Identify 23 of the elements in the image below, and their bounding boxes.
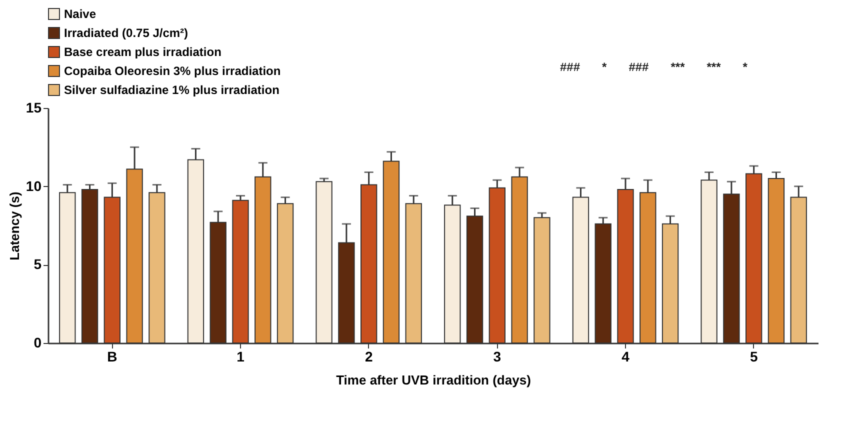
legend-label: Irradiated (0.75 J/cm²) bbox=[64, 26, 188, 40]
y-tick-label: 5 bbox=[34, 256, 42, 272]
text: ### bbox=[560, 60, 580, 74]
text: *** bbox=[706, 60, 721, 74]
x-tick-label: 3 bbox=[493, 348, 502, 364]
text: * bbox=[742, 60, 748, 74]
legend-label: Base cream plus irradiation bbox=[64, 45, 222, 59]
x-axis-title: Time after UVB irradition (days) bbox=[336, 372, 531, 388]
x-tick-label: 2 bbox=[364, 348, 373, 364]
x-tick-label: 5 bbox=[750, 348, 758, 364]
legend-label: Silver sulfadiazine 1% plus irradiation bbox=[64, 83, 280, 97]
y-tick-label: 15 bbox=[26, 100, 42, 116]
legend-label: Copaiba Oleoresin 3% plus irradiation bbox=[64, 64, 281, 78]
x-tick-label: B bbox=[107, 348, 118, 364]
y-tick-label: 0 bbox=[34, 334, 42, 350]
text: *** bbox=[670, 60, 685, 74]
x-tick-label: 4 bbox=[622, 348, 630, 364]
text: * bbox=[602, 60, 607, 74]
text: ### bbox=[628, 60, 649, 74]
y-tick-label: 10 bbox=[26, 178, 42, 194]
legend-label: Naive bbox=[64, 7, 96, 21]
y-axis-title: Latency (s) bbox=[6, 192, 22, 260]
x-tick-label: 1 bbox=[236, 348, 245, 364]
